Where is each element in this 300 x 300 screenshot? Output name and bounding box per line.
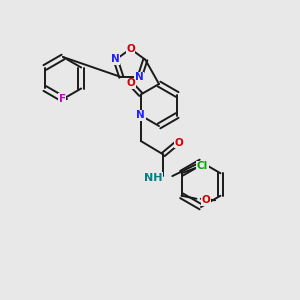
Text: N: N (111, 54, 119, 64)
Text: O: O (127, 78, 135, 88)
Text: O: O (175, 137, 183, 148)
Text: F: F (59, 94, 66, 104)
Text: NH: NH (144, 172, 162, 183)
Text: Cl: Cl (197, 161, 208, 171)
Text: O: O (202, 195, 211, 205)
Text: N: N (135, 72, 143, 82)
Text: N: N (136, 110, 145, 121)
Text: O: O (126, 44, 135, 54)
